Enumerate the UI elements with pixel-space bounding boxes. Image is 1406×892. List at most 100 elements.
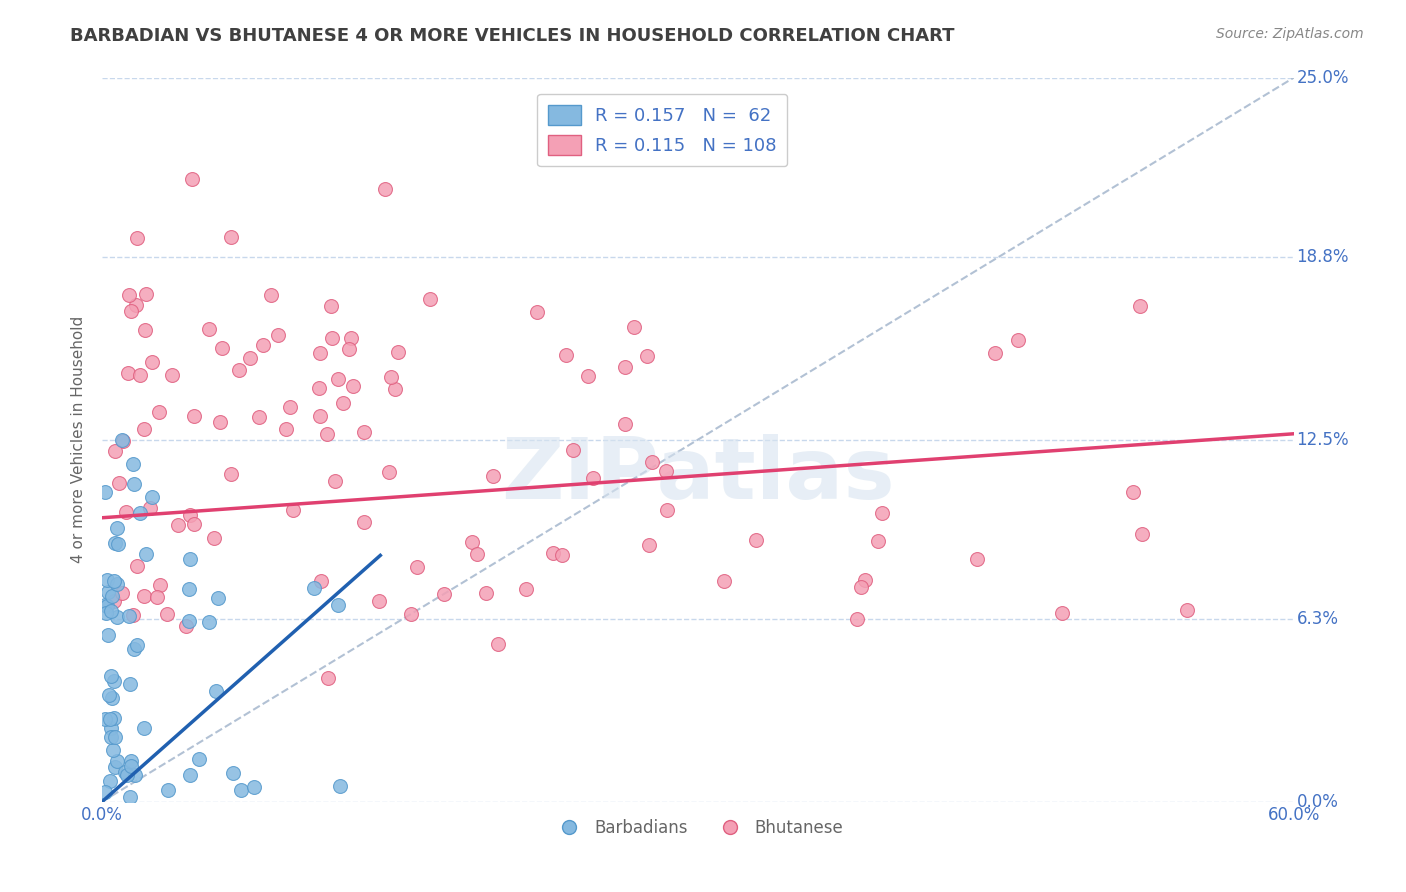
Point [744, 533, 766, 547]
Point [655, 464, 678, 478]
Point [111, 433, 134, 447]
Point [309, 346, 332, 360]
Point [321, 330, 343, 344]
Point [156, 607, 179, 622]
Point [266, 328, 288, 343]
Point [124, 768, 146, 782]
Point [378, 465, 401, 479]
Point [239, 351, 262, 366]
Point [120, 754, 142, 768]
Point [179, 768, 201, 782]
Point [1050, 606, 1073, 620]
Point [162, 368, 184, 383]
Point [103, 711, 125, 725]
Point [465, 547, 488, 561]
Point [97, 628, 120, 642]
Point [541, 546, 564, 560]
Point [107, 521, 129, 535]
Point [104, 731, 127, 745]
Point [174, 619, 197, 633]
Point [846, 612, 869, 626]
Point [107, 476, 129, 491]
Text: 18.8%: 18.8% [1296, 248, 1348, 266]
Point [1130, 526, 1153, 541]
Point [613, 360, 636, 375]
Point [105, 610, 128, 624]
Point [641, 454, 664, 468]
Point [94, 785, 117, 799]
Point [222, 766, 245, 780]
Point [117, 366, 139, 380]
Point [167, 517, 190, 532]
Point [179, 552, 201, 566]
Point [100, 730, 122, 744]
Point [118, 789, 141, 804]
Point [118, 288, 141, 302]
Point [180, 172, 202, 186]
Point [118, 609, 141, 624]
Point [260, 287, 283, 301]
Point [387, 345, 409, 359]
Point [100, 713, 122, 727]
Point [104, 760, 127, 774]
Point [252, 338, 274, 352]
Point [315, 427, 337, 442]
Point [104, 444, 127, 458]
Point [101, 589, 124, 603]
Point [94, 598, 117, 612]
Point [231, 783, 253, 797]
Point [122, 457, 145, 471]
Point [384, 383, 406, 397]
Point [103, 574, 125, 589]
Point [308, 381, 330, 395]
Point [93, 484, 115, 499]
Point [636, 349, 658, 363]
Point [623, 320, 645, 334]
Point [187, 752, 209, 766]
Point [205, 684, 228, 698]
Point [100, 690, 122, 705]
Point [111, 434, 134, 448]
Point [555, 348, 578, 362]
Point [475, 586, 498, 600]
Point [613, 417, 636, 431]
Point [202, 531, 225, 545]
Point [319, 299, 342, 313]
Point [148, 405, 170, 419]
Point [117, 768, 139, 782]
Point [94, 712, 117, 726]
Point [125, 558, 148, 573]
Point [353, 515, 375, 529]
Point [526, 305, 548, 319]
Point [134, 589, 156, 603]
Point [105, 755, 128, 769]
Point [855, 573, 877, 587]
Point [115, 505, 138, 519]
Point [368, 594, 391, 608]
Point [278, 400, 301, 414]
Legend: Barbadians, Bhutanese: Barbadians, Bhutanese [546, 813, 851, 844]
Point [399, 607, 422, 621]
Point [551, 548, 574, 562]
Text: 0.0%: 0.0% [1296, 793, 1339, 811]
Point [125, 230, 148, 244]
Point [582, 471, 605, 485]
Point [107, 537, 129, 551]
Point [562, 442, 585, 457]
Point [849, 580, 872, 594]
Point [274, 422, 297, 436]
Point [98, 774, 121, 789]
Point [149, 577, 172, 591]
Point [134, 323, 156, 337]
Point [94, 606, 117, 620]
Point [515, 582, 537, 596]
Point [339, 343, 361, 357]
Point [129, 368, 152, 382]
Point [138, 501, 160, 516]
Point [713, 574, 735, 588]
Point [120, 677, 142, 691]
Point [432, 587, 454, 601]
Point [207, 591, 229, 606]
Point [329, 779, 352, 793]
Point [132, 422, 155, 436]
